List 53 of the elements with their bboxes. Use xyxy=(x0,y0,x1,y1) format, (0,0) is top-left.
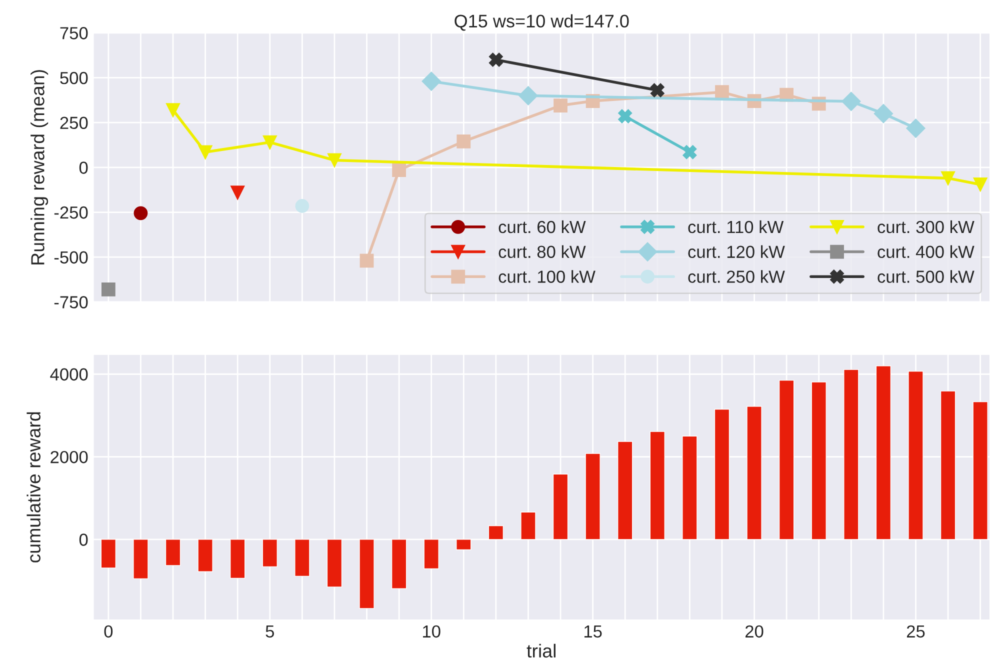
point xyxy=(906,118,926,138)
point xyxy=(941,171,955,186)
legend-label: curt. 300 kW xyxy=(878,220,974,234)
y-tick-label: -250 xyxy=(54,206,88,219)
chart-title: Q15 ws=10 wd=147.0 xyxy=(454,14,629,31)
legend-label: curt. 400 kW xyxy=(878,245,974,258)
y-axis-title: cumulative reward xyxy=(26,412,41,562)
legend-label: curt. 250 kW xyxy=(688,270,785,283)
legend-label: curt. 60 kW xyxy=(498,220,586,234)
point xyxy=(392,163,406,178)
point xyxy=(328,153,342,168)
y-tick-label: 0 xyxy=(79,534,88,546)
point xyxy=(101,282,116,296)
x-tick-label: 0 xyxy=(104,625,113,638)
point xyxy=(360,254,374,268)
point xyxy=(295,199,310,213)
y-tick-label: 2000 xyxy=(50,450,88,464)
point xyxy=(134,206,148,220)
point xyxy=(715,85,729,100)
y-tick-label: 4000 xyxy=(50,368,88,381)
point xyxy=(456,134,471,148)
point xyxy=(973,178,988,192)
x-tick-label: 25 xyxy=(906,625,925,638)
point xyxy=(682,145,697,160)
point xyxy=(230,186,245,200)
point xyxy=(650,83,664,98)
point xyxy=(554,98,568,112)
y-tick-label: 750 xyxy=(60,27,88,40)
y-tick-label: -750 xyxy=(54,296,88,308)
legend-label: curt. 110 kW xyxy=(688,220,784,234)
point xyxy=(422,72,441,91)
point xyxy=(262,135,277,150)
y-tick-label: 500 xyxy=(60,72,88,84)
x-tick-label: 20 xyxy=(746,625,764,638)
point xyxy=(518,86,538,106)
y-axis-title: Running reward (mean) xyxy=(30,70,48,264)
legend-label: curt. 100 kW xyxy=(498,270,596,283)
point xyxy=(198,145,212,160)
y-tick-label: 250 xyxy=(60,116,88,130)
legend-label: curt. 80 kW xyxy=(498,245,586,258)
legend-label: curt. 120 kW xyxy=(688,245,785,258)
y-tick-label: 0 xyxy=(79,162,88,174)
x-tick-label: 10 xyxy=(423,625,440,638)
point xyxy=(166,103,180,117)
y-tick-label: -500 xyxy=(54,251,88,264)
point xyxy=(874,104,893,124)
x-tick-label: 15 xyxy=(584,626,602,638)
x-axis-title: trial xyxy=(526,644,556,658)
legend-label: curt. 500 kW xyxy=(878,270,974,283)
point xyxy=(842,92,861,111)
x-tick-label: 5 xyxy=(266,626,274,638)
point xyxy=(618,109,632,124)
point xyxy=(488,52,503,67)
